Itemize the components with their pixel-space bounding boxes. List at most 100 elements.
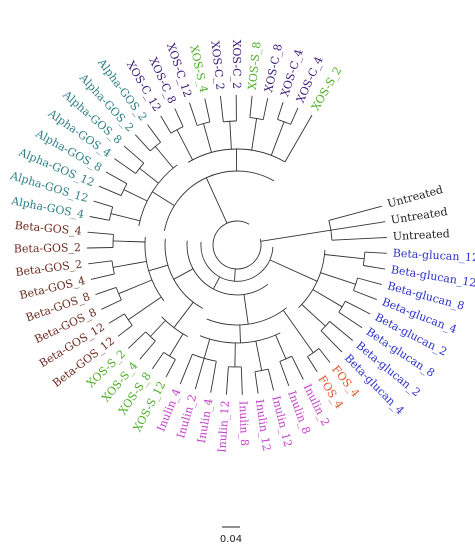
clade-stem [251, 118, 258, 151]
leaf-branch [139, 340, 156, 360]
leaf-branch [219, 95, 224, 122]
leaf-label: Untreated [390, 205, 448, 227]
clade-arc [192, 353, 217, 362]
scale-bar: 0.04 [220, 526, 242, 545]
clade-arc [206, 307, 287, 326]
clade-arc [249, 117, 264, 121]
clade-arc [120, 183, 128, 196]
clade-stem [150, 320, 166, 337]
clade-arc [135, 162, 145, 174]
leaf-branch [328, 205, 383, 221]
clade-stem [203, 123, 212, 153]
leaf-branch [338, 311, 363, 329]
clade-arc [307, 348, 320, 357]
clade-stem [152, 191, 175, 206]
leaf-branch [134, 134, 151, 152]
leaf-branch [98, 185, 122, 197]
leaf-branch [86, 247, 114, 249]
clade-arc [186, 240, 269, 296]
leaf-branch [114, 158, 136, 174]
clade-stem [110, 213, 141, 222]
leaf-label: Beta-GOS_4 [14, 219, 82, 238]
leaf-branch [291, 356, 304, 380]
leaf-branch [277, 102, 284, 120]
leaf-branch [279, 361, 290, 386]
clade-stem [255, 341, 263, 371]
leaf-branch [364, 251, 387, 254]
leaf-branch [95, 286, 117, 296]
clade-arc [108, 206, 114, 221]
leaf-label: Inulin_4 [195, 397, 216, 444]
clade-stem [212, 276, 221, 290]
clade-arc [112, 234, 114, 248]
leaf-branch [88, 260, 113, 265]
clade-stem [312, 289, 343, 308]
leaf-branch [101, 299, 122, 310]
leaf-branch [249, 95, 253, 118]
clade-stem [148, 264, 169, 272]
clade-arc [163, 170, 275, 231]
clade-stem [282, 310, 314, 353]
leaf-branch [204, 98, 211, 122]
leaf-branch [254, 371, 259, 394]
clade-arc [320, 321, 330, 332]
clade-stem [118, 279, 153, 295]
leaf-branch [89, 216, 110, 221]
clade-arc [145, 331, 156, 342]
clade-stem [203, 338, 211, 359]
leaf-branch [160, 115, 172, 134]
clade-stem [112, 260, 147, 268]
clade-stem [123, 189, 148, 202]
leaf-branch [123, 145, 145, 164]
leaf-branch [147, 124, 161, 143]
leaf-branch [152, 352, 165, 370]
clade-stem [229, 121, 232, 150]
clade-stem [275, 334, 287, 360]
leaf-branch [267, 368, 275, 391]
scale-bar-label: 0.04 [220, 534, 242, 545]
clade-stem [239, 324, 241, 343]
clade-stem [243, 294, 249, 325]
clade-stem [169, 333, 184, 357]
clade-arc [200, 241, 274, 282]
leaf-branch [240, 366, 243, 395]
leaf-label: Inulin_12 [215, 400, 232, 453]
clade-stem [234, 268, 236, 281]
clade-stem [154, 146, 174, 169]
leaf-branch [330, 221, 386, 231]
clade-arc [124, 313, 133, 326]
clade-arc [338, 300, 346, 313]
leaf-branch [225, 366, 229, 395]
clade-arc [161, 316, 188, 337]
clade-stem [173, 301, 194, 328]
leaf-branch [363, 265, 386, 270]
leaf-label: XOS-C_2 [230, 40, 243, 89]
leaf-branch [318, 348, 331, 363]
clade-stem [301, 304, 326, 327]
leaf-branch [357, 277, 382, 286]
leaf-branch [165, 359, 176, 378]
leaf-label: XOS-S_8 [246, 41, 264, 90]
leaf-label: Beta-GOS_2 [14, 241, 81, 255]
leaf-branch [194, 358, 205, 390]
leaf-branch [331, 237, 387, 241]
leaf-branch [307, 356, 318, 373]
clade-stem [139, 167, 159, 184]
leaf-label: Inulin_8 [237, 401, 252, 447]
clade-stem [113, 240, 146, 243]
clade-stem [173, 268, 194, 280]
clade-stem [320, 272, 356, 285]
clade-stem [270, 121, 285, 156]
leaf-label: XOS-C_2 [208, 40, 226, 90]
leaf-branch [284, 114, 313, 163]
clade-arc [163, 352, 176, 360]
leaf-branch [108, 313, 125, 324]
leaf-branch [353, 290, 377, 301]
leaf-branch [90, 273, 115, 280]
leaf-branch [93, 200, 113, 208]
tree-branches [86, 94, 387, 395]
leaf-labels: UntreatedUntreatedUntreatedBeta-glucan_1… [8, 40, 475, 453]
leaf-label: Beta-glucan_12 [392, 247, 475, 265]
leaf-branch [345, 300, 371, 315]
